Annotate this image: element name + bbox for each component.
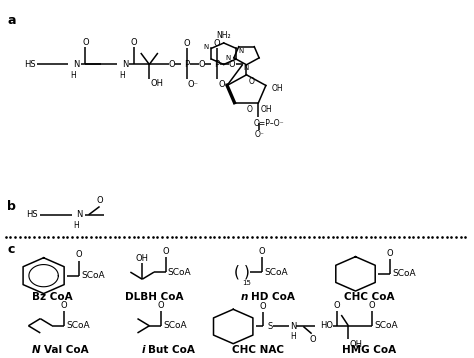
Text: NH₂: NH₂ xyxy=(217,30,231,40)
Text: N: N xyxy=(244,66,249,71)
Text: Bz CoA: Bz CoA xyxy=(32,292,73,302)
Text: O: O xyxy=(163,247,169,256)
Text: 15: 15 xyxy=(242,280,251,286)
Text: N: N xyxy=(32,345,41,355)
Text: SCoA: SCoA xyxy=(168,267,191,277)
Text: Val CoA: Val CoA xyxy=(44,345,88,355)
Text: O⁻: O⁻ xyxy=(255,130,264,139)
Text: O: O xyxy=(158,300,164,310)
Text: SCoA: SCoA xyxy=(81,271,105,280)
Text: O⁻: O⁻ xyxy=(218,80,229,89)
Text: P: P xyxy=(184,60,189,69)
Text: O: O xyxy=(214,39,220,48)
Text: (: ( xyxy=(234,265,240,280)
Text: N: N xyxy=(290,322,296,331)
Text: HS: HS xyxy=(26,210,38,219)
Text: a: a xyxy=(7,14,16,27)
Text: P: P xyxy=(215,60,219,69)
Text: O: O xyxy=(130,38,137,47)
Text: O: O xyxy=(333,300,340,310)
Text: SCoA: SCoA xyxy=(66,321,90,330)
Text: N: N xyxy=(238,48,243,54)
Text: O: O xyxy=(247,105,253,114)
Text: b: b xyxy=(7,200,16,213)
Text: O: O xyxy=(199,60,205,69)
Text: O: O xyxy=(310,334,316,344)
Text: O: O xyxy=(369,300,375,310)
Text: SCoA: SCoA xyxy=(163,321,187,330)
Text: SCoA: SCoA xyxy=(374,321,398,330)
Text: O⁻: O⁻ xyxy=(188,80,199,89)
Text: c: c xyxy=(7,243,15,256)
Text: OH: OH xyxy=(136,254,149,263)
Text: S: S xyxy=(267,322,273,331)
Text: O: O xyxy=(76,250,82,260)
Text: HS: HS xyxy=(24,60,36,69)
Text: O: O xyxy=(96,196,103,205)
Text: O: O xyxy=(387,248,393,258)
Text: OH: OH xyxy=(150,79,163,88)
Text: H: H xyxy=(71,71,76,81)
Text: DLBH CoA: DLBH CoA xyxy=(125,292,183,302)
Text: O: O xyxy=(168,60,175,69)
Text: SCoA: SCoA xyxy=(264,267,288,277)
Text: N: N xyxy=(76,210,82,219)
Text: H: H xyxy=(290,332,296,341)
Text: O: O xyxy=(248,77,254,86)
Text: OH: OH xyxy=(260,105,272,114)
Text: i: i xyxy=(142,345,145,355)
Text: CHC CoA: CHC CoA xyxy=(345,292,395,302)
Text: HO: HO xyxy=(320,321,333,330)
Text: N: N xyxy=(226,55,231,61)
Text: N: N xyxy=(122,60,128,69)
Text: But CoA: But CoA xyxy=(148,345,195,355)
Text: OH: OH xyxy=(272,84,283,93)
Text: O: O xyxy=(259,247,265,256)
Text: O: O xyxy=(82,38,89,47)
Text: OH: OH xyxy=(350,340,363,349)
Text: H: H xyxy=(73,221,79,230)
Text: n: n xyxy=(241,292,248,302)
Text: O: O xyxy=(229,60,236,69)
Text: O: O xyxy=(260,302,266,311)
Text: N: N xyxy=(204,44,209,50)
Text: O: O xyxy=(61,300,67,310)
Text: HD CoA: HD CoA xyxy=(251,292,295,302)
Text: SCoA: SCoA xyxy=(392,269,416,279)
Text: O: O xyxy=(183,39,190,48)
Text: HMG CoA: HMG CoA xyxy=(342,345,396,355)
Text: H: H xyxy=(119,71,125,81)
Text: CHC NAC: CHC NAC xyxy=(232,345,284,355)
Text: N: N xyxy=(73,60,80,69)
Text: ): ) xyxy=(244,265,249,280)
Text: O=P–O⁻: O=P–O⁻ xyxy=(254,119,284,128)
